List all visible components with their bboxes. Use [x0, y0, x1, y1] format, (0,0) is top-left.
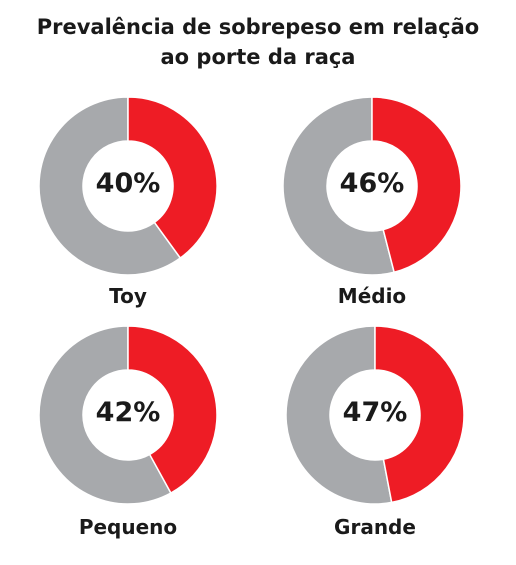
donut-svg-toy	[38, 96, 218, 276]
donut-chart-grande: 47% Grande	[285, 325, 516, 555]
donut-rest-pequeno	[38, 325, 172, 505]
donut-label-pequeno: Pequeno	[78, 515, 178, 539]
donut-svg-grande	[285, 325, 465, 505]
donut-value-grande: 47%	[342, 397, 408, 428]
donut-value-medio: 46%	[339, 168, 405, 199]
donut-svg-medio	[282, 96, 462, 276]
donut-rest-grande	[285, 325, 393, 505]
donut-chart-medio: 46% Médio	[282, 96, 516, 326]
donut-chart-toy: 40% Toy	[38, 96, 278, 326]
donut-svg-pequeno	[38, 325, 218, 505]
donut-label-toy: Toy	[109, 284, 147, 308]
donut-highlight-medio	[371, 96, 462, 274]
donut-label-grande: Grande	[334, 515, 416, 539]
chart-title-line-1: Prevalência de sobrepeso em relação	[36, 15, 480, 39]
chart-title: Prevalência de sobrepeso em relação ao p…	[0, 12, 516, 72]
donut-highlight-toy	[127, 96, 218, 260]
donut-value-toy: 40%	[95, 168, 161, 199]
donut-value-pequeno: 42%	[95, 397, 161, 428]
donut-chart-pequeno: 42% Pequeno	[38, 325, 278, 555]
donut-label-medio: Médio	[337, 284, 407, 308]
chart-title-line-2: ao porte da raça	[160, 45, 356, 69]
donut-rest-toy	[38, 96, 182, 276]
donut-highlight-grande	[374, 325, 465, 504]
donut-highlight-pequeno	[127, 325, 218, 495]
donut-rest-medio	[282, 96, 396, 276]
